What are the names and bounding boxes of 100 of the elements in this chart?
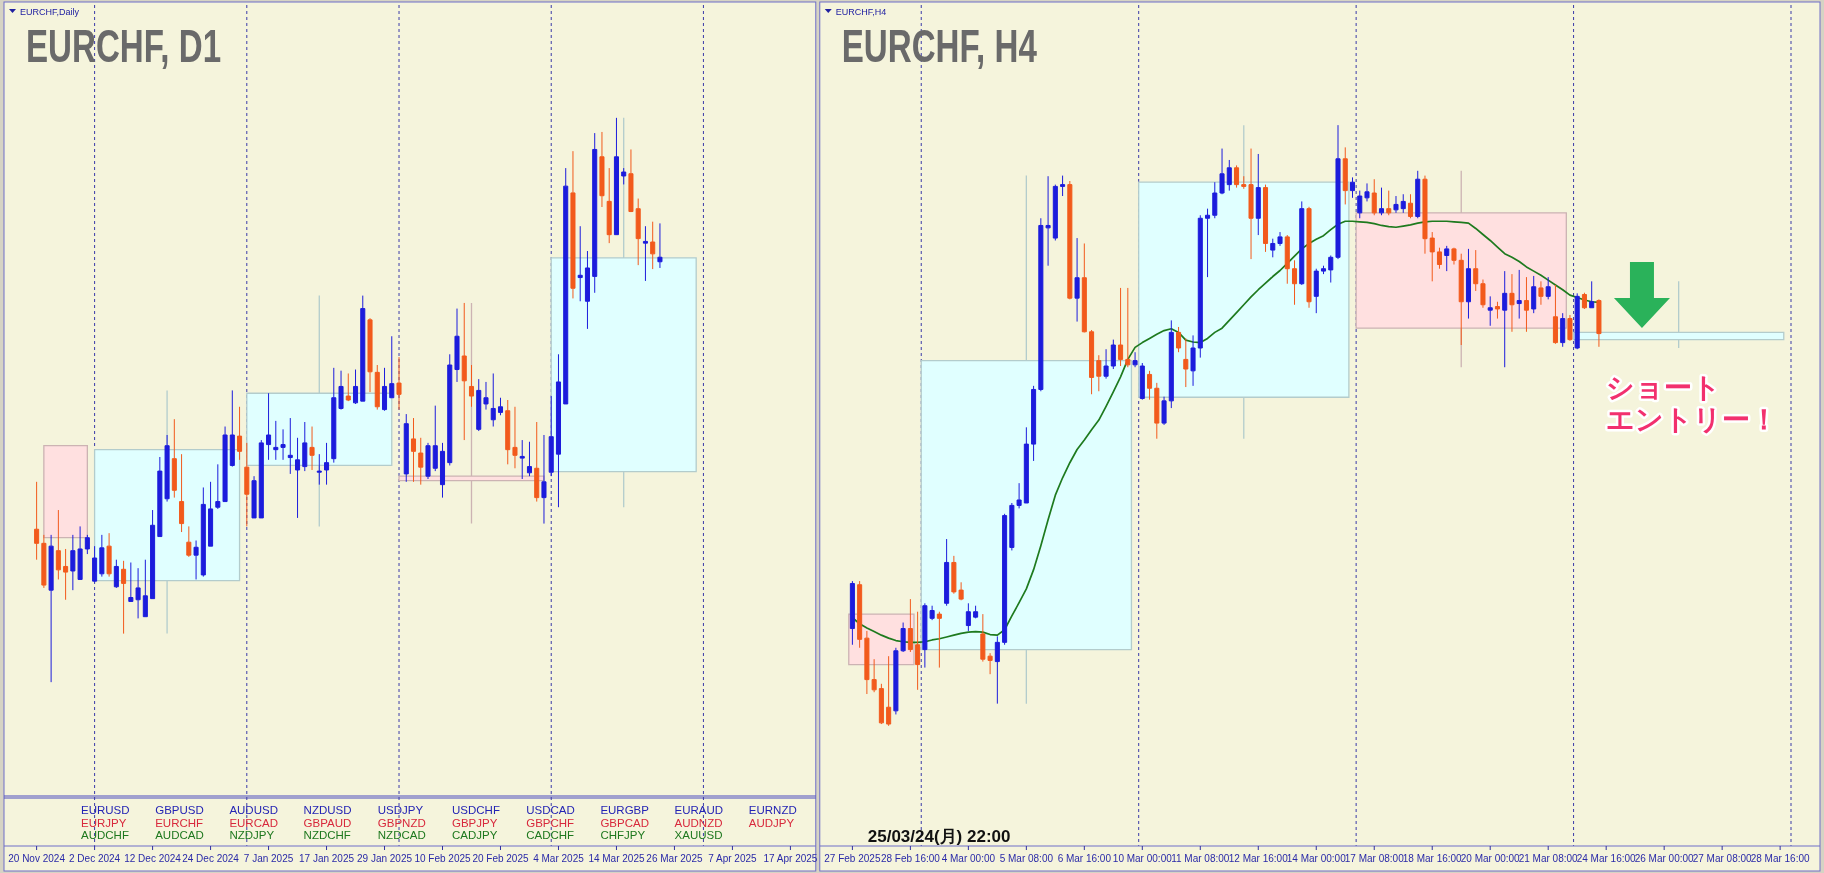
candlestick (410, 417, 417, 483)
candlestick (1096, 354, 1102, 392)
text: XAUUSD (674, 829, 723, 841)
candlestick (1291, 259, 1298, 306)
text: NZDUSD (303, 804, 352, 816)
candlestick (1422, 175, 1428, 255)
text: AUDNZD (674, 816, 723, 829)
candlestick (432, 405, 438, 472)
candlestick (973, 605, 979, 619)
candlestick (476, 378, 482, 432)
candlestick (965, 602, 971, 632)
x-tick-label: 20 Feb 2025 (472, 853, 529, 864)
text: EURGBP (600, 804, 650, 816)
candlestick (1335, 124, 1341, 260)
candlestick (237, 406, 243, 461)
text: GBPCHF (526, 816, 575, 829)
candlestick (1263, 184, 1269, 253)
candlestick (381, 367, 388, 412)
x-tick-label: 5 Mar 08:00 (999, 853, 1054, 864)
candlestick (1400, 193, 1406, 214)
x-tick-label: 20 Nov 2024 (8, 853, 66, 864)
candlestick (534, 421, 540, 503)
candlestick (1139, 362, 1145, 401)
candlestick (454, 308, 460, 383)
candlestick (1284, 234, 1290, 285)
candlestick (1386, 190, 1392, 216)
candlestick (1168, 319, 1174, 409)
candlestick (171, 418, 177, 499)
candlestick (1132, 351, 1138, 368)
candlestick (1415, 170, 1421, 219)
x-tick-label: 10 Mar 00:00 (1112, 853, 1173, 864)
x-tick-label: 24 Dec 2024 (182, 853, 240, 864)
candlestick (1147, 370, 1153, 401)
chart-title: EURCHF, D1 (26, 20, 222, 72)
text: EURCAD (229, 816, 278, 829)
text: AUDCHF (81, 829, 129, 841)
candlestick (1429, 231, 1435, 282)
candlestick (1378, 187, 1385, 216)
candlestick (519, 439, 525, 480)
candlestick (606, 167, 612, 244)
text: EURCHF (155, 816, 204, 829)
candlestick (229, 389, 235, 468)
candlestick (273, 420, 279, 461)
candlestick (1357, 190, 1363, 219)
candlestick (555, 353, 561, 508)
candlestick (425, 442, 431, 480)
annotation: エントリー！ (1605, 404, 1778, 435)
x-tick-label: 17 Jan 2025 (299, 853, 355, 864)
text: 25/03/24(月) 22:00 (867, 827, 1011, 846)
candlestick (621, 167, 627, 185)
text: CADCHF (526, 829, 575, 841)
candlestick (389, 335, 395, 399)
candlestick (309, 426, 315, 471)
candlestick (936, 611, 942, 669)
candlestick (1176, 326, 1182, 353)
text: USDCHF (452, 804, 500, 816)
text: EURAUD (674, 804, 724, 816)
candlestick (179, 453, 185, 533)
x-tick-label: 11 Mar 08:00 (1171, 853, 1230, 864)
text: CADJPY (452, 829, 498, 841)
candlestick (849, 580, 855, 646)
candlestick (526, 441, 533, 477)
candlestick (1183, 337, 1189, 388)
candlestick (1589, 280, 1595, 309)
candlestick (1219, 148, 1225, 195)
x-tick-label: 17 Mar 08:00 (1344, 853, 1405, 864)
candlestick (1349, 176, 1356, 199)
candlestick (886, 655, 892, 727)
candlestick (497, 397, 504, 416)
candlestick (907, 598, 913, 653)
chart-subtitle: EURCHF,Daily (20, 7, 80, 17)
x-tick-label: 4 Mar 2025 (533, 853, 585, 864)
candlestick (1154, 382, 1160, 440)
candlestick (1581, 292, 1587, 310)
candlestick (541, 434, 547, 525)
text: EURJPY (81, 816, 127, 829)
candlestick (1342, 146, 1348, 205)
candlestick (84, 534, 90, 555)
candlestick (857, 580, 863, 649)
candlestick (563, 167, 569, 405)
candlestick (1465, 248, 1471, 320)
text: NZDCAD (377, 829, 426, 841)
candlestick (1574, 292, 1580, 350)
x-tick-label: 4 Mar 00:00 (941, 853, 996, 864)
candlestick (34, 481, 40, 561)
candlestick (186, 525, 192, 558)
candlestick (878, 683, 884, 725)
candlestick (1110, 339, 1116, 370)
candlestick (592, 132, 598, 294)
candlestick (584, 250, 590, 330)
candlestick (650, 221, 656, 270)
candlestick (1328, 255, 1334, 284)
candlestick (1226, 159, 1232, 192)
candlestick (1205, 208, 1211, 278)
candlestick (1320, 265, 1327, 275)
text: NZDJPY (229, 829, 275, 841)
candlestick (1552, 284, 1558, 345)
candlestick (1060, 175, 1066, 197)
x-tick-label: 14 Mar 00:00 (1286, 853, 1347, 864)
text: AUDUSD (229, 804, 278, 816)
